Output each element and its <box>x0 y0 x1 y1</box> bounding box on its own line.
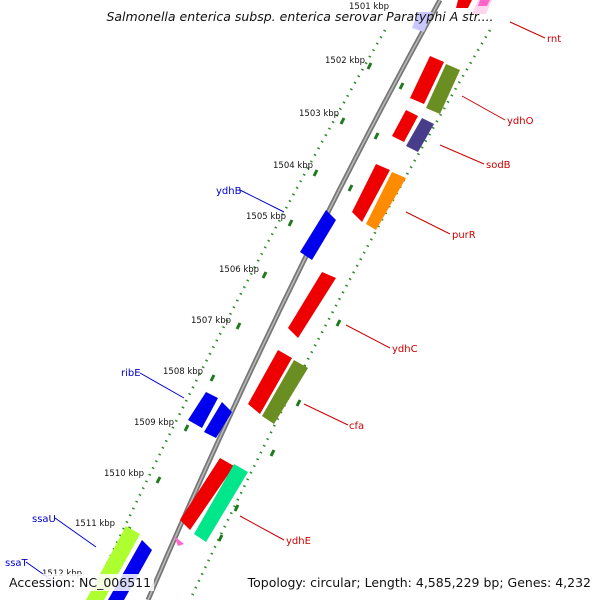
tick-label: 1503 kbp <box>299 109 339 119</box>
forward-strand-guide <box>188 29 492 600</box>
gene-label-ydhE[interactable]: ydhE <box>286 536 311 547</box>
tick-label: 1510 kbp <box>104 469 144 479</box>
gene-arrow-ribE[interactable] <box>188 392 218 428</box>
gene-arrow-blue[interactable] <box>204 402 232 438</box>
gene-arrow-red[interactable] <box>392 110 418 142</box>
gene-label-ydhO[interactable]: ydhO <box>507 116 534 127</box>
gene-arrow-olive[interactable] <box>426 64 460 114</box>
gene-arrow-red[interactable] <box>410 56 444 104</box>
gene-arrow-cfa[interactable] <box>262 360 308 424</box>
gene-arrow-ydhE[interactable] <box>194 464 248 542</box>
map-title: Salmonella enterica subsp. enterica sero… <box>106 9 494 24</box>
tick-label: 1501 kbp <box>349 2 389 12</box>
gene-arrow-ydhB[interactable] <box>300 210 336 260</box>
tick-label: 1506 kbp <box>219 265 259 275</box>
gene-label-ydhC[interactable]: ydhC <box>392 344 418 355</box>
tick-label: 1502 kbp <box>325 56 365 66</box>
gene-arrow-pink[interactable] <box>478 0 490 6</box>
tick-marks <box>125 62 405 542</box>
gene-arrow-purR[interactable] <box>366 172 406 230</box>
reverse-callouts <box>25 189 285 587</box>
forward-features <box>174 0 492 546</box>
tick-label: 1504 kbp <box>273 161 313 171</box>
gene-label-ydhB[interactable]: ydhB <box>216 186 242 197</box>
gene-arrow-rnt[interactable] <box>456 0 472 8</box>
gene-label-ssaU[interactable]: ssaU <box>32 514 56 525</box>
gene-arrow-pink-small[interactable] <box>174 536 184 546</box>
forward-callouts <box>239 21 546 541</box>
gene-label-purR[interactable]: purR <box>452 230 476 241</box>
gene-label-ribE[interactable]: ribE <box>121 368 141 379</box>
reverse-strand-guide <box>88 29 387 600</box>
gene-arrow-red[interactable] <box>180 458 234 530</box>
tick-label: 1508 kbp <box>163 367 203 377</box>
gene-arrow-red[interactable] <box>352 164 390 222</box>
gene-label-rnt[interactable]: rnt <box>547 34 561 45</box>
accession-text: Accession: NC_006511 <box>6 574 155 591</box>
tick-label: 1507 kbp <box>191 316 231 326</box>
topology-text: Topology: circular; Length: 4,585,229 bp… <box>244 574 594 591</box>
tick-label: 1509 kbp <box>134 418 174 428</box>
tick-label: 1505 kbp <box>246 212 286 222</box>
gene-arrow-red[interactable] <box>248 350 292 414</box>
gene-label-cfa[interactable]: cfa <box>349 421 364 432</box>
gene-arrow-sodB[interactable] <box>406 118 434 152</box>
gene-arrow-ydhC[interactable] <box>288 272 336 338</box>
tick-label: 1511 kbp <box>75 519 115 529</box>
gene-arrow-lavender[interactable] <box>412 12 432 32</box>
gene-label-ssaT[interactable]: ssaT <box>5 558 29 569</box>
gene-label-sodB[interactable]: sodB <box>486 160 511 171</box>
